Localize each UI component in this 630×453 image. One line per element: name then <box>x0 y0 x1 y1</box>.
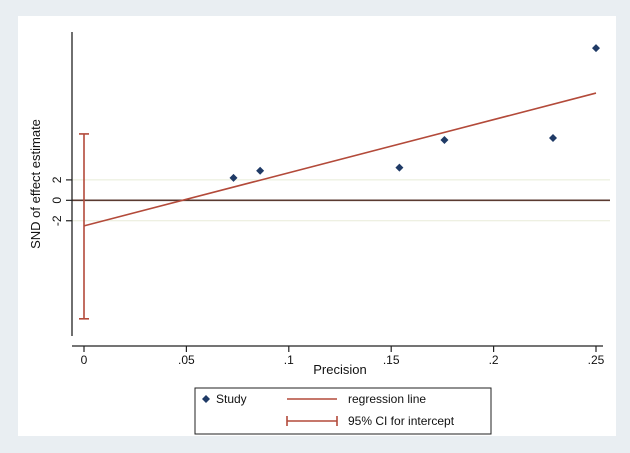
x-axis-ticks: 0 .05 .1 .15 .2 .25 <box>81 346 605 367</box>
legend-ci-label: 95% CI for intercept <box>348 414 455 428</box>
x-tick-label-5: .25 <box>588 353 605 367</box>
legend-study-label: Study <box>216 392 247 406</box>
study-point-4 <box>440 136 449 145</box>
y-tick-label-1: 0 <box>50 197 64 204</box>
y-axis-label: SND of effect estimate <box>28 119 43 249</box>
legend-study-symbol <box>202 395 210 403</box>
x-tick-label-4: .2 <box>489 353 499 367</box>
series-layer <box>79 44 600 320</box>
y-axis-ticks: 2 0 -2 <box>50 176 72 226</box>
legend: Study regression line 95% CI for intercept <box>194 387 492 435</box>
x-axis-label: Precision <box>313 362 366 377</box>
study-point-3 <box>395 163 404 172</box>
study-point-2 <box>256 166 265 175</box>
study-point-1 <box>229 173 238 182</box>
legend-entries: Study regression line 95% CI for intercept <box>202 392 455 428</box>
study-point-6 <box>592 44 600 53</box>
y-tick-label-2: -2 <box>50 215 64 226</box>
regression-line <box>83 92 597 227</box>
x-tick-label-0: 0 <box>81 353 88 367</box>
axes <box>71 32 603 347</box>
x-tick-label-1: .05 <box>178 353 195 367</box>
study-point-5 <box>548 134 557 143</box>
legend-box <box>194 387 492 435</box>
x-tick-label-3: .15 <box>383 353 400 367</box>
x-tick-label-2: .1 <box>284 353 294 367</box>
legend-regression-label: regression line <box>348 392 426 406</box>
gridlines <box>72 179 610 222</box>
plot-background <box>18 16 616 436</box>
y-tick-label-0: 2 <box>50 176 64 183</box>
